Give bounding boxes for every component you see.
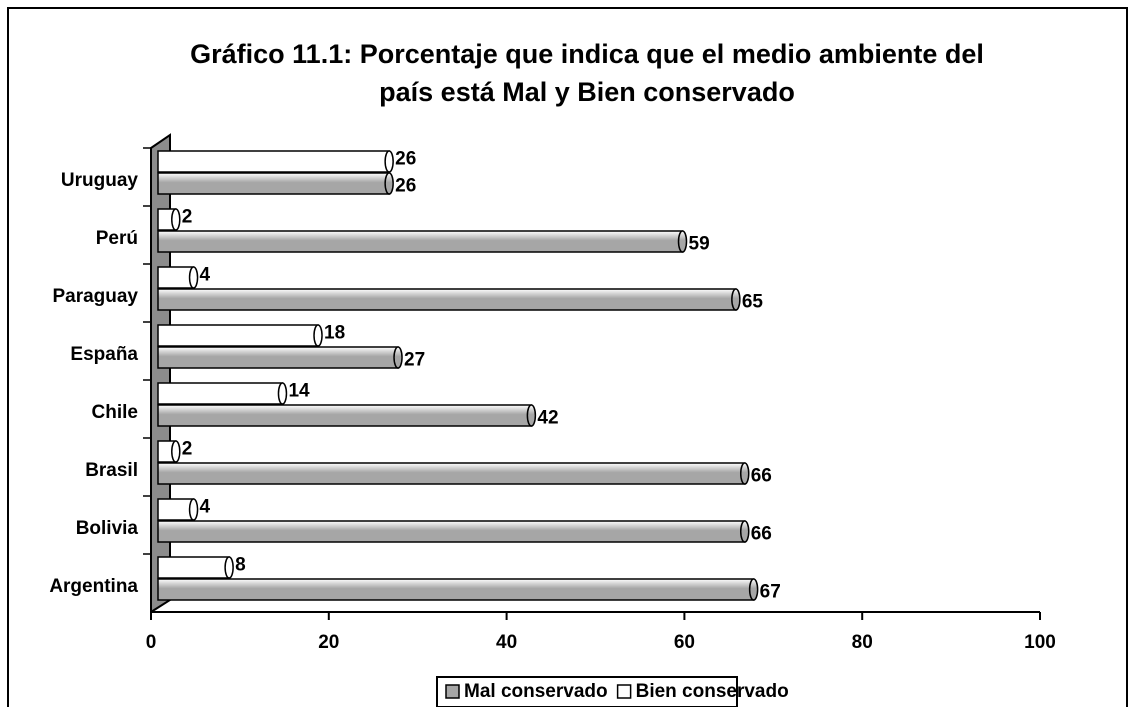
y-tick-label: Brasil [85,460,138,481]
y-tick-label: Uruguay [61,170,139,191]
data-label: 2 [182,439,193,460]
legend-label: Bien conservado [636,681,789,702]
chart-title: país está Mal y Bien conservado [379,77,795,107]
data-label: 65 [742,292,764,313]
y-tick-label: Perú [96,228,138,249]
bar-cap [277,382,288,405]
data-label: 59 [689,234,710,255]
bar-cap [188,266,199,289]
data-label: 67 [760,582,781,603]
data-label: 66 [751,524,772,545]
bar-cap [393,346,403,369]
data-label: 26 [395,176,416,197]
bar-cap [677,230,688,253]
bar [157,150,390,173]
bar-cap [739,520,750,543]
bar [157,556,230,579]
x-tick-label: 40 [496,632,517,653]
y-tick-label: Bolivia [76,518,139,539]
data-label: 2 [182,207,193,228]
data-label: 18 [324,323,345,344]
bar-cap [384,150,394,173]
x-tick-label: 60 [674,632,695,653]
y-tick-label: Paraguay [52,286,138,307]
bar [157,462,746,485]
bar [157,498,195,521]
bar [157,230,684,253]
x-tick-label: 80 [852,632,873,653]
bar-cap [224,556,234,579]
bar-cap [188,498,199,521]
data-label: 8 [235,555,246,576]
data-label: 66 [751,466,772,487]
legend-swatch [445,684,460,699]
bar-cap [171,208,181,231]
bar [157,266,195,289]
x-tick-label: 0 [146,632,157,653]
bar-cap [384,172,394,195]
bar [157,172,390,195]
data-label: 27 [404,350,425,371]
data-label: 14 [288,381,310,402]
y-tick-label: Chile [92,402,138,423]
bar-cap [739,462,750,485]
bar [157,288,737,311]
bar [157,578,755,601]
data-label: 42 [537,408,558,429]
bar [157,324,319,347]
legend-label: Mal conservado [464,681,608,702]
x-tick-label: 100 [1024,632,1056,653]
chart-title: Gráfico 11.1: Porcentaje que indica que … [190,39,984,69]
bar-cap [748,578,759,601]
bar [157,382,284,405]
bar [157,520,746,543]
legend-box [436,676,738,707]
data-label: 26 [395,149,416,170]
bar [157,404,533,427]
legend-swatch [616,684,632,699]
y-tick-label: Argentina [49,576,138,597]
bar-cap [171,440,181,463]
data-label: 4 [200,497,211,518]
bar-cap [313,324,323,347]
x-tick-label: 20 [318,632,339,653]
data-label: 4 [200,265,211,286]
bar-cap [526,404,537,427]
y-tick-label: España [70,344,138,365]
bar [157,346,399,369]
bar-cap [731,288,741,311]
